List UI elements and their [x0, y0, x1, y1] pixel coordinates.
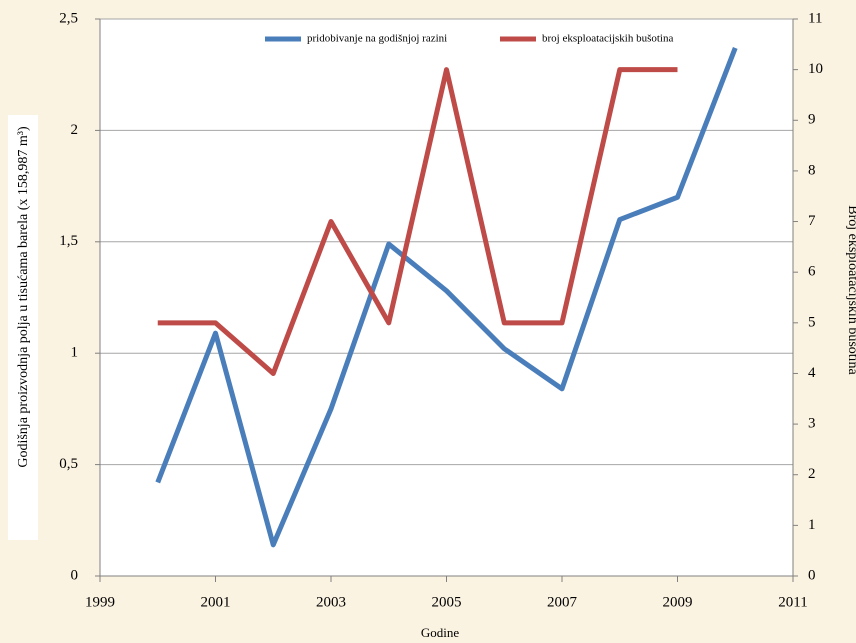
x-tick-label: 2007 — [547, 594, 578, 610]
x-axis-label: Godine — [421, 625, 460, 640]
y2-tick-label: 7 — [808, 213, 816, 229]
y2-tick-label: 5 — [808, 314, 816, 330]
y-axis-label: Godišnja proizvodnja polja u tisućama ba… — [16, 126, 31, 468]
y-tick-label: 1 — [71, 345, 79, 361]
legend-label: broj eksploatacijskih bušotina — [542, 33, 673, 45]
y-tick-label: 2,5 — [59, 10, 78, 26]
y-tick-label: 0 — [71, 567, 79, 583]
legend-label: pridobivanje na godišnjoj razini — [307, 33, 447, 45]
x-tick-label: 2009 — [663, 594, 693, 610]
x-tick-label: 1999 — [85, 594, 115, 610]
y2-tick-label: 4 — [808, 365, 816, 381]
x-tick-label: 2011 — [778, 594, 807, 610]
y-tick-label: 1,5 — [59, 233, 78, 249]
y-tick-label: 2 — [71, 122, 79, 138]
series-line — [155, 47, 738, 548]
label-box — [8, 115, 38, 540]
y2-tick-label: 3 — [808, 416, 816, 432]
series-line — [157, 67, 678, 376]
x-tick-label: 2005 — [432, 594, 462, 610]
plot-area — [100, 19, 793, 576]
y2-tick-label: 10 — [808, 61, 823, 77]
y2-axis-label: Broj eksploatacijskih bušotina — [845, 205, 856, 375]
y2-tick-label: 9 — [808, 112, 816, 128]
y2-tick-label: 1 — [808, 517, 816, 533]
y2-tick-label: 8 — [808, 162, 816, 178]
x-tick-label: 2001 — [201, 594, 231, 610]
y2-tick-label: 11 — [808, 10, 822, 26]
y2-tick-label: 2 — [808, 466, 816, 482]
y-tick-label: 0,5 — [59, 456, 78, 472]
y2-tick-label: 6 — [808, 264, 816, 280]
y2-tick-label: 0 — [808, 567, 816, 583]
x-tick-label: 2003 — [316, 594, 346, 610]
